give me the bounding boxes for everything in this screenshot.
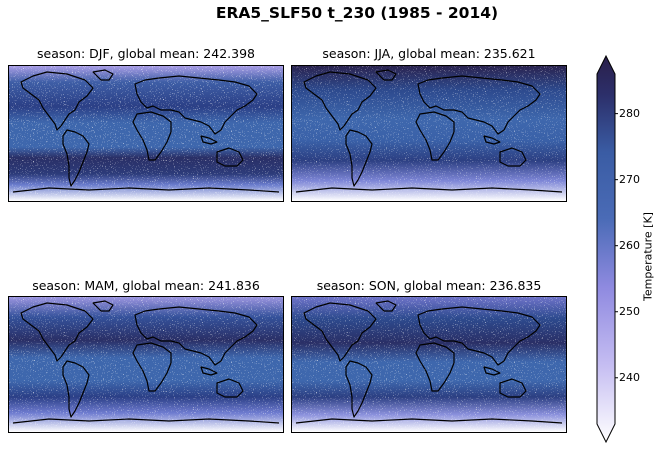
colorbar-tick-label: 260 (619, 238, 640, 252)
temperature-map-jja (292, 66, 566, 201)
temperature-map-mam (9, 297, 283, 432)
panel-title-mam: season: MAM, global mean: 241.836 (32, 278, 260, 293)
temperature-map-djf (9, 66, 283, 201)
temperature-map-son (292, 297, 566, 432)
map-panel-mam (8, 296, 284, 433)
map-panel-djf (8, 65, 284, 202)
panel-title-son: season: SON, global mean: 236.835 (316, 278, 542, 293)
colorbar-tick-label: 240 (619, 370, 640, 384)
colorbar-tick-label: 250 (619, 304, 640, 318)
colorbar-tick-label: 270 (619, 172, 640, 186)
map-panel-son (291, 296, 567, 433)
figure-title: ERA5_SLF50 t_230 (1985 - 2014) (215, 4, 499, 22)
panel-title-jja: season: JJA, global mean: 235.621 (322, 46, 536, 61)
colorbar (596, 54, 618, 444)
colorbar-body (596, 54, 616, 444)
colorbar-label: Temperature [K] (641, 212, 655, 301)
colorbar-tick-label: 280 (619, 106, 640, 120)
map-panel-jja (291, 65, 567, 202)
panel-title-djf: season: DJF, global mean: 242.398 (37, 46, 255, 61)
